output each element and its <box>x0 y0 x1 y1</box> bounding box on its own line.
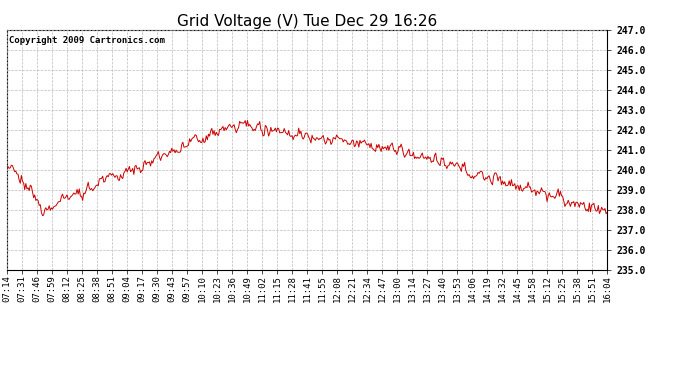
Text: Copyright 2009 Cartronics.com: Copyright 2009 Cartronics.com <box>9 36 165 45</box>
Title: Grid Voltage (V) Tue Dec 29 16:26: Grid Voltage (V) Tue Dec 29 16:26 <box>177 14 437 29</box>
